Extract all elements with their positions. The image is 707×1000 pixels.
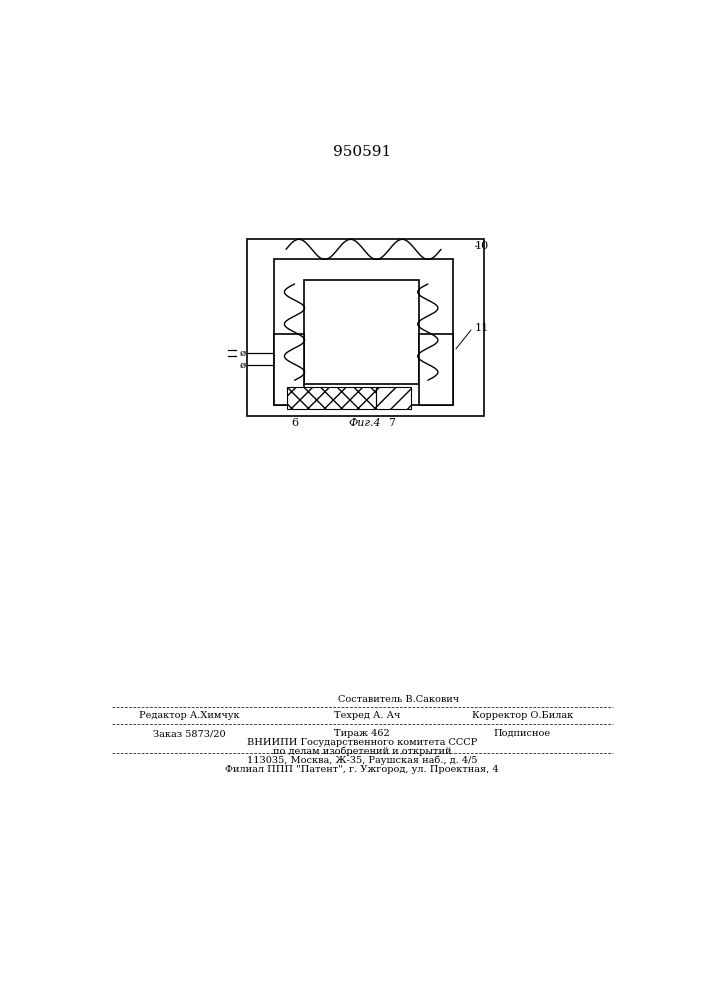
Text: Заказ 5873/20: Заказ 5873/20 — [153, 729, 226, 738]
Bar — [274, 259, 452, 405]
Text: Фиг.4: Фиг.4 — [349, 418, 381, 428]
Text: по делам изобретений и открытий: по делам изобретений и открытий — [273, 747, 451, 756]
Text: 11: 11 — [474, 323, 489, 333]
Bar — [287, 387, 376, 409]
Text: 10: 10 — [474, 241, 489, 251]
Bar — [304, 280, 419, 384]
Text: 7: 7 — [388, 418, 395, 428]
Text: ø: ø — [240, 349, 246, 358]
Text: Составитель В.Сакович: Составитель В.Сакович — [338, 695, 459, 704]
Text: Редактор А.Химчук: Редактор А.Химчук — [139, 711, 240, 720]
Text: Тираж 462: Тираж 462 — [334, 729, 390, 738]
Text: 6: 6 — [291, 418, 298, 428]
Text: ø: ø — [240, 360, 246, 369]
Text: Корректор О.Билак: Корректор О.Билак — [472, 711, 573, 720]
Bar — [247, 239, 484, 416]
Text: Техред А. Ач: Техред А. Ач — [334, 711, 401, 720]
Bar — [274, 334, 304, 405]
Text: ВНИИПИ Государственного комитета СССР: ВНИИПИ Государственного комитета СССР — [247, 738, 477, 747]
Text: Подписное: Подписное — [493, 729, 551, 738]
Text: Филиал ППП "Патент", г. Ужгород, ул. Проектная, 4: Филиал ППП "Патент", г. Ужгород, ул. Про… — [225, 765, 498, 774]
Bar — [376, 387, 411, 409]
Text: 950591: 950591 — [333, 145, 391, 159]
Text: 113035, Москва, Ж-35, Раушская наб., д. 4/5: 113035, Москва, Ж-35, Раушская наб., д. … — [247, 755, 477, 765]
Bar — [419, 334, 452, 405]
